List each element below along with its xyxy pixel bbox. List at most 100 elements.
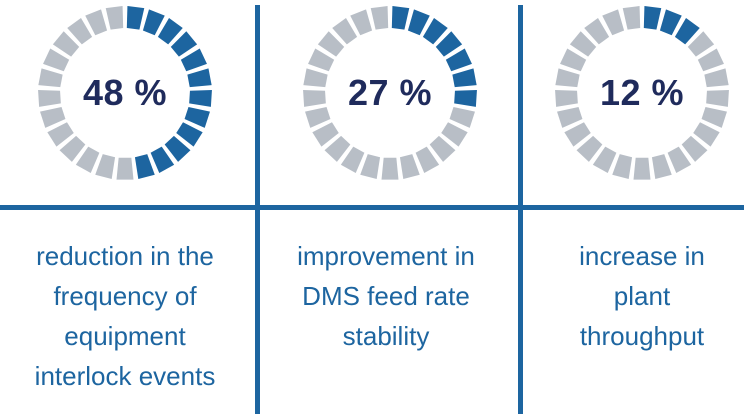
gauge-1-segment bbox=[170, 31, 198, 57]
caption-3: increase in plant throughput bbox=[522, 236, 744, 356]
gauge-3-segment bbox=[701, 106, 727, 128]
caption-1-line-1: reduction in the bbox=[36, 241, 214, 271]
gauge-2-segment bbox=[452, 68, 477, 88]
gauge-3-segment bbox=[706, 89, 729, 107]
gauge-1-segment bbox=[116, 157, 134, 180]
gauge-2-segment bbox=[332, 17, 358, 45]
gauge-3-segment bbox=[643, 6, 662, 30]
gauge-3-segment bbox=[687, 31, 715, 57]
gauge-2-segment bbox=[399, 154, 420, 179]
gauge-1-segment bbox=[180, 48, 207, 72]
gauge-3-segment bbox=[555, 68, 580, 88]
gauge-1-segment bbox=[187, 68, 212, 88]
gauge-1-segment bbox=[105, 6, 124, 30]
gauge-1-segment bbox=[157, 17, 183, 45]
caption-2-line-3: stability bbox=[342, 321, 430, 351]
gauge-ring-1 bbox=[38, 6, 212, 180]
gauge-1-segment bbox=[38, 68, 63, 88]
gauge-3-segment bbox=[674, 17, 700, 45]
gauge-3-segment bbox=[612, 154, 633, 179]
gauge-2-segment bbox=[360, 154, 381, 179]
horizontal-divider bbox=[0, 205, 744, 210]
gauge-3-segment bbox=[659, 9, 682, 36]
gauge-2-segment bbox=[449, 106, 475, 128]
gauge-1-segment bbox=[164, 135, 191, 162]
gauge-2-segment bbox=[312, 122, 339, 147]
gauge-1-segment bbox=[40, 106, 66, 128]
gauge-2-segment bbox=[445, 48, 472, 72]
gauge-2-segment bbox=[381, 157, 399, 180]
gauge-2-segment bbox=[429, 135, 456, 162]
gauge-1-segment bbox=[38, 89, 61, 107]
caption-1-line-3: equipment bbox=[64, 321, 186, 351]
gauge-2-segment bbox=[305, 106, 331, 128]
gauge-2-segment bbox=[370, 6, 389, 30]
gauge-3-segment bbox=[681, 135, 708, 162]
caption-3-line-1: increase in bbox=[579, 241, 705, 271]
gauge-3-segment bbox=[584, 17, 610, 45]
gauge-1-segment bbox=[189, 89, 212, 107]
gauge-3-segment bbox=[704, 68, 729, 88]
gauge-2-segment bbox=[422, 17, 448, 45]
gauge-1: 48 % bbox=[35, 3, 215, 183]
gauge-2-segment bbox=[303, 89, 326, 107]
gauge-2-segment bbox=[454, 89, 477, 107]
gauge-1-segment bbox=[59, 135, 86, 162]
gauge-1-segment bbox=[67, 17, 93, 45]
gauge-3-segment bbox=[622, 6, 641, 30]
caption-2: improvement in DMS feed rate stability bbox=[266, 236, 506, 356]
gauge-2: 27 % bbox=[300, 3, 480, 183]
gauge-3-segment bbox=[651, 154, 672, 179]
gauge-1-segment bbox=[184, 106, 210, 128]
gauge-3-segment bbox=[697, 48, 724, 72]
gauge-2-segment bbox=[340, 146, 365, 173]
gauge-3-segment bbox=[602, 9, 625, 36]
gauge-value-1: 48 % bbox=[82, 72, 168, 113]
caption-3-line-2: plant bbox=[613, 281, 671, 311]
gauge-1-segment bbox=[134, 154, 155, 179]
gauge-1-segment bbox=[75, 146, 100, 173]
gauge-3-segment bbox=[564, 122, 591, 147]
gauge-1-segment bbox=[95, 154, 116, 179]
caption-1-line-2: frequency of bbox=[53, 281, 197, 311]
gauge-ring-2 bbox=[303, 6, 477, 180]
gauge-2-segment bbox=[435, 31, 463, 57]
gauge-1-segment bbox=[52, 31, 80, 57]
gauge-3-segment bbox=[592, 146, 617, 173]
gauge-3: 12 % bbox=[552, 3, 732, 183]
caption-2-line-2: DMS feed rate bbox=[302, 281, 470, 311]
gauge-1-segment bbox=[142, 9, 165, 36]
caption-3-line-3: throughput bbox=[579, 321, 705, 351]
gauge-2-segment bbox=[350, 9, 373, 36]
caption-1: reduction in the frequency of equipment … bbox=[5, 236, 245, 396]
gauge-2-segment bbox=[441, 122, 468, 147]
gauge-2-segment bbox=[391, 6, 410, 30]
gauge-3-segment bbox=[633, 157, 651, 180]
gauge-1-segment bbox=[85, 9, 108, 36]
gauge-3-segment bbox=[569, 31, 597, 57]
gauge-2-segment bbox=[407, 9, 430, 36]
gauge-1-segment bbox=[47, 122, 74, 147]
gauge-2-segment bbox=[324, 135, 351, 162]
gauge-2-segment bbox=[317, 31, 345, 57]
gauge-3-segment bbox=[560, 48, 587, 72]
gauge-ring-3 bbox=[555, 6, 729, 180]
gauge-1-segment bbox=[43, 48, 70, 72]
caption-2-line-1: improvement in bbox=[297, 241, 475, 271]
gauge-2-segment bbox=[303, 68, 328, 88]
gauge-1-segment bbox=[150, 146, 175, 173]
gauge-3-segment bbox=[557, 106, 583, 128]
gauge-3-segment bbox=[576, 135, 603, 162]
gauge-1-segment bbox=[176, 122, 203, 147]
gauge-3-segment bbox=[667, 146, 692, 173]
gauge-value-3: 12 % bbox=[599, 72, 685, 113]
gauge-value-2: 27 % bbox=[347, 72, 433, 113]
gauge-2-segment bbox=[415, 146, 440, 173]
gauge-2-segment bbox=[308, 48, 335, 72]
gauge-3-segment bbox=[693, 122, 720, 147]
caption-1-line-4: interlock events bbox=[34, 361, 216, 391]
vertical-divider-1 bbox=[255, 5, 260, 414]
vertical-divider-2 bbox=[518, 5, 523, 414]
gauge-1-segment bbox=[126, 6, 145, 30]
